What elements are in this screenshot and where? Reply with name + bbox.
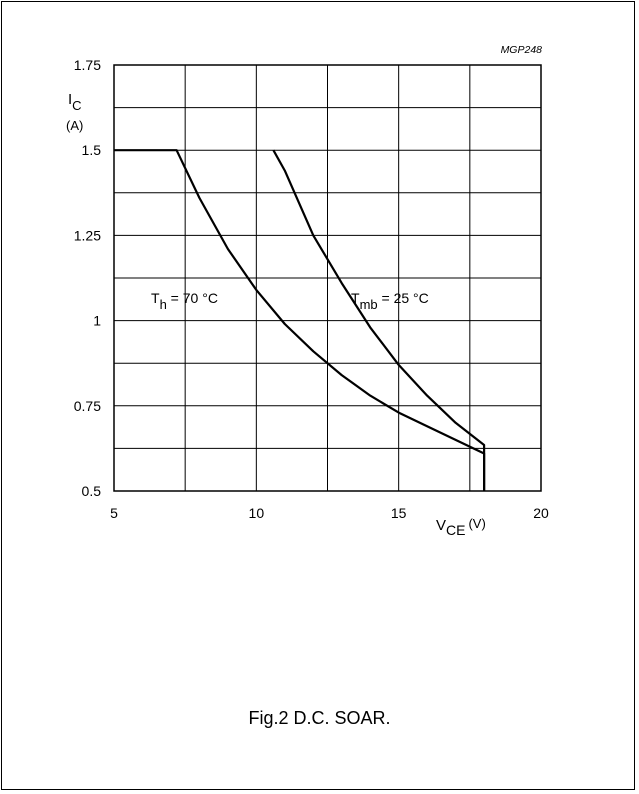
y-tick-label: 0.75 — [74, 398, 101, 414]
curve-th-70c — [114, 149, 486, 491]
curve-labels: Th = 70 °C Tmb = 25 °C — [151, 290, 429, 312]
y-axis-label: IC — [68, 91, 82, 113]
y-tick-label: 1.75 — [74, 57, 101, 73]
series-label-th: Th = 70 °C — [151, 290, 218, 312]
x-axis-label: VCE (V) — [436, 516, 486, 538]
y-tick-label: 0.5 — [82, 483, 102, 499]
plot-border — [113, 64, 542, 492]
curves — [114, 149, 486, 491]
y-tick-label: 1.25 — [74, 227, 101, 243]
curve-tmb-25c — [272, 149, 486, 491]
x-tick-label: 15 — [391, 505, 407, 521]
y-tick-label: 1 — [93, 313, 101, 329]
y-tick-label: 1.5 — [82, 142, 102, 158]
figure-caption: Fig.2 D.C. SOAR. — [248, 708, 391, 728]
soar-chart: 5 10 15 20 0.5 0.75 1 1.25 1.5 1.75 MGP248 IC (A)… — [66, 44, 549, 538]
x-tick-label: 5 — [110, 505, 118, 521]
grid — [114, 65, 541, 491]
tick-labels: 5 10 15 20 0.5 0.75 1 1.25 1.5 1.75 — [74, 57, 549, 521]
y-axis-unit: (A) — [66, 118, 83, 133]
chart-code: MGP248 — [501, 44, 543, 56]
x-tick-label: 10 — [249, 505, 265, 521]
series-label-tmb: Tmb = 25 °C — [351, 290, 429, 312]
x-tick-label: 20 — [533, 505, 549, 521]
